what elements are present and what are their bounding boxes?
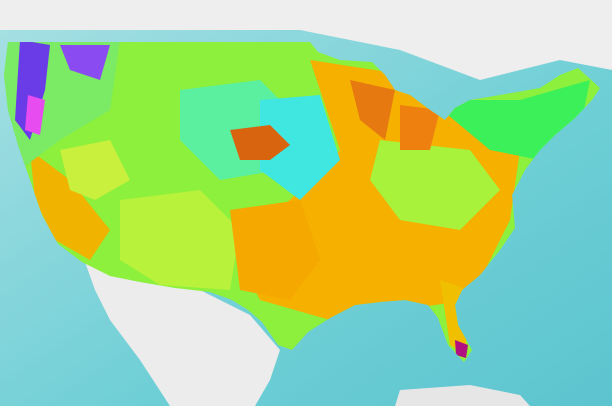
everglades-cover (455, 340, 468, 358)
texas-cover (230, 200, 320, 300)
land-cover (4, 42, 600, 362)
midwest-cover (260, 95, 340, 200)
california-cover (30, 150, 110, 260)
appalachian-cover (370, 140, 500, 230)
nebraska-cover (230, 125, 290, 160)
rockies-cover (60, 45, 110, 80)
northeast-cover (430, 80, 590, 160)
cascade-cover (15, 42, 50, 140)
mexico (85, 262, 280, 406)
southwest-cover (120, 190, 240, 290)
michigan-cover (400, 105, 440, 150)
wisconsin-cover (350, 80, 395, 140)
great-basin-cover (60, 140, 130, 200)
canada (0, 0, 612, 80)
coast-cover (25, 95, 45, 135)
caribbean (395, 385, 530, 406)
